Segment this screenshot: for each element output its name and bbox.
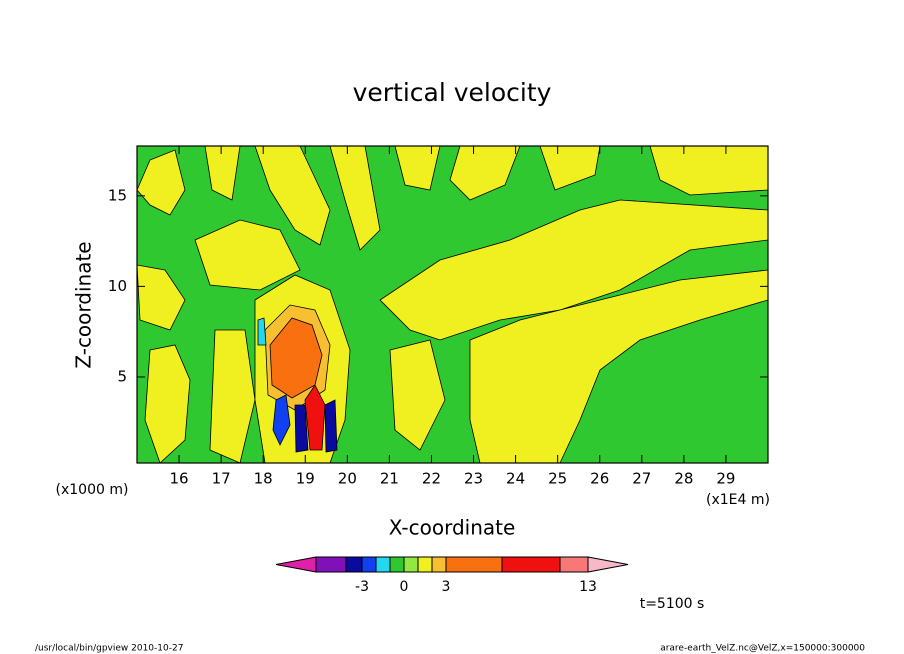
y-axis-label: Z-coordinate xyxy=(72,241,96,368)
colorbar-tick-label: 3 xyxy=(442,579,451,595)
x-tick-label: 21 xyxy=(380,470,399,488)
colorbar-box xyxy=(559,556,589,573)
x-tick-label: 26 xyxy=(590,470,609,488)
x-tick-label: 17 xyxy=(212,470,231,488)
x-units: (x1E4 m) xyxy=(706,492,770,508)
colorbar-tick-label: -3 xyxy=(355,579,369,595)
colorbar-box xyxy=(403,556,419,573)
x-tick-label: 27 xyxy=(632,470,651,488)
plot-frame xyxy=(136,145,769,464)
x-tick-label: 18 xyxy=(254,470,273,488)
colorbar-box xyxy=(315,556,347,573)
y-units: (x1000 m) xyxy=(56,482,129,498)
colorbar-arrow xyxy=(587,556,629,573)
colorbar-tick-label: 0 xyxy=(400,579,409,595)
colorbar-box xyxy=(431,556,447,573)
y-tick-label: 15 xyxy=(108,186,127,204)
chart-title: vertical velocity xyxy=(353,78,552,107)
x-tick-label: 25 xyxy=(548,470,567,488)
x-tick-label: 29 xyxy=(716,470,735,488)
x-axis-label: X-coordinate xyxy=(389,516,516,540)
colorbar-box xyxy=(501,556,561,573)
colorbar-arrow xyxy=(275,556,317,573)
colorbar-box xyxy=(445,556,503,573)
footer-left: /usr/local/bin/gpview 2010-10-27 xyxy=(35,644,183,654)
x-tick-label: 22 xyxy=(422,470,441,488)
colorbar-box xyxy=(375,556,391,573)
contour-field xyxy=(137,146,768,463)
x-tick-label: 20 xyxy=(338,470,357,488)
y-tick-label: 5 xyxy=(117,367,127,385)
x-tick-label: 16 xyxy=(170,470,189,488)
x-tick-label: 28 xyxy=(674,470,693,488)
colorbar-box xyxy=(389,556,405,573)
colorbar-tick-label: 13 xyxy=(579,579,597,595)
colorbar-box xyxy=(361,556,377,573)
x-tick-label: 23 xyxy=(464,470,483,488)
colorbar-box xyxy=(345,556,363,573)
colorbar-box xyxy=(417,556,433,573)
x-tick-label: 24 xyxy=(506,470,525,488)
x-tick-label: 19 xyxy=(296,470,315,488)
y-tick-label: 10 xyxy=(108,277,127,295)
time-label: t=5100 s xyxy=(640,596,705,612)
footer-right: arare-earth_VelZ.nc@VelZ,x=150000:300000 xyxy=(660,644,865,654)
